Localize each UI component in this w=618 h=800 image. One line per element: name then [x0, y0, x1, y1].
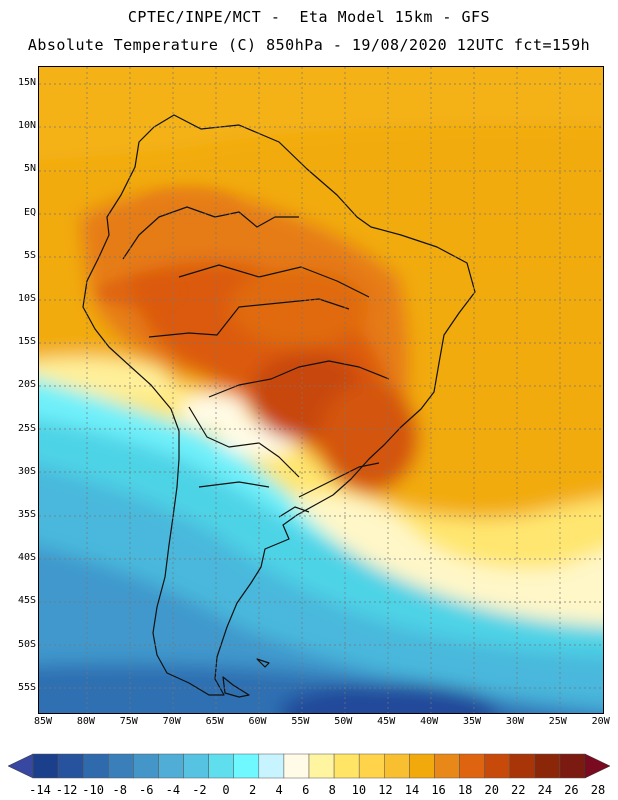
colorbar-swatch: [283, 753, 310, 779]
colorbar-label: 14: [404, 783, 420, 797]
colorbar-label: -14: [29, 783, 51, 797]
colorbar-label: -6: [139, 783, 154, 797]
colorbar-boxes: [32, 753, 586, 779]
longitude-label: 25W: [548, 716, 567, 727]
colorbar: [7, 753, 611, 779]
longitude-label: 65W: [205, 716, 224, 727]
colorbar-label: 8: [328, 783, 336, 797]
longitude-label: 75W: [119, 716, 138, 727]
colorbar-swatch: [509, 753, 536, 779]
longitude-label: 35W: [462, 716, 482, 727]
longitude-label: 45W: [377, 716, 396, 727]
latitude-label: 10S: [17, 293, 36, 304]
colorbar-swatch: [32, 753, 59, 779]
colorbar-label: 24: [537, 783, 553, 797]
map-subtitle: Absolute Temperature (C) 850hPa - 19/08/…: [27, 36, 591, 54]
colorbar-label: 18: [457, 783, 473, 797]
latitude-label: 40S: [17, 552, 36, 564]
latitude-label: 15S: [17, 336, 36, 348]
longitude-label: 40W: [420, 716, 439, 727]
latitude-label: 5N: [23, 163, 36, 175]
colorbar-swatch: [233, 753, 260, 779]
colorbar-label: 6: [302, 783, 310, 797]
coastline-outline: [82, 114, 476, 698]
colorbar-label: -12: [55, 783, 78, 797]
temperature-field: [39, 67, 603, 713]
latitude-label: 25S: [17, 422, 36, 434]
colorbar-label: -10: [82, 783, 104, 797]
colorbar-label: 22: [511, 783, 526, 797]
temperature-map: [38, 66, 604, 714]
colorbar-label: -8: [112, 783, 127, 797]
colorbar-swatch: [409, 753, 435, 779]
colorbar-swatch: [434, 753, 460, 779]
latitude-label: 55S: [17, 681, 36, 693]
colorbar-label: 0: [222, 783, 230, 797]
latitude-label: 15N: [17, 77, 36, 88]
colorbar-under-arrow: [7, 753, 34, 779]
latitude-label: 10N: [17, 120, 36, 132]
colorbar-swatch: [258, 753, 285, 779]
colorbar-swatch: [82, 753, 109, 779]
longitude-label: 70W: [162, 716, 181, 727]
colorbar-label: 16: [431, 783, 446, 797]
colorbar-swatch: [459, 753, 485, 779]
colorbar-swatch: [308, 753, 335, 779]
colorbar-label: 12: [378, 783, 393, 797]
colorbar-label: 4: [275, 783, 283, 797]
colorbar-swatch: [133, 753, 159, 779]
longitude-label: 55W: [291, 716, 310, 727]
colorbar-swatch: [358, 753, 385, 779]
colorbar-swatch: [333, 753, 360, 779]
latitude-label: 35S: [17, 509, 36, 520]
colorbar-label: -2: [192, 783, 207, 797]
colorbar-swatch: [108, 753, 134, 779]
longitude-label: 80W: [76, 716, 95, 727]
colorbar-swatch: [534, 753, 561, 779]
latitude-label: 50S: [17, 638, 36, 650]
latitude-label: 30S: [17, 465, 36, 477]
colorbar-swatch: [208, 753, 234, 779]
map-title: CPTEC/INPE/MCT - Eta Model 15km - GFS: [127, 8, 491, 26]
colorbar-swatch: [57, 753, 84, 779]
longitude-label: 20W: [591, 716, 610, 727]
colorbar-label: 2: [248, 783, 257, 797]
colorbar-swatch: [158, 753, 184, 779]
colorbar-label: 26: [564, 783, 579, 797]
longitude-label: 30W: [505, 716, 524, 727]
latitude-label: EQ: [23, 206, 36, 218]
latitude-label: 5S: [23, 249, 36, 261]
longitude-label: 50W: [334, 716, 353, 727]
colorbar-swatch: [559, 753, 586, 779]
latitude-label: 45S: [17, 595, 36, 607]
colorbar-label: 10: [351, 783, 367, 797]
colorbar-over-arrow: [584, 753, 611, 779]
colorbar-label: 28: [590, 783, 606, 797]
longitude-label: 85W: [33, 716, 53, 727]
colorbar-label: -4: [165, 783, 181, 797]
colorbar-swatch: [484, 753, 510, 779]
colorbar-swatch: [384, 753, 410, 779]
colorbar-label: 20: [484, 783, 499, 797]
colorbar-swatch: [183, 753, 209, 779]
longitude-label: 60W: [248, 716, 267, 727]
grid-lines: [39, 67, 603, 713]
latitude-label: 20S: [17, 379, 36, 391]
